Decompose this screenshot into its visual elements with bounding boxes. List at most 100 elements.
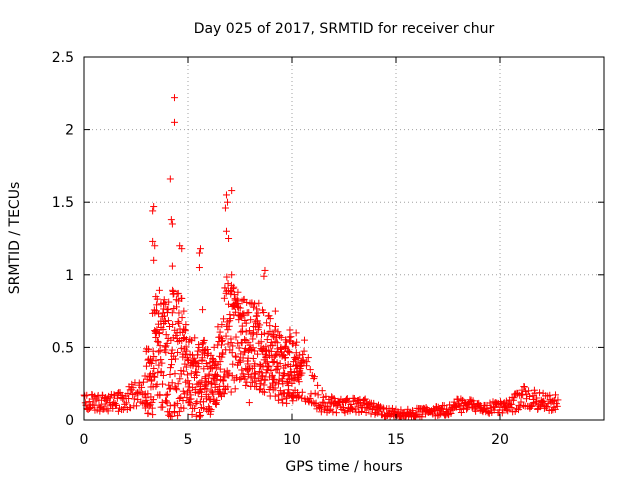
data-point <box>283 399 291 407</box>
data-point <box>543 402 551 410</box>
data-point <box>303 358 311 366</box>
data-point <box>175 297 183 305</box>
data-point <box>254 350 262 358</box>
data-point <box>418 413 426 421</box>
data-point <box>193 368 201 376</box>
data-point <box>220 294 228 302</box>
data-point <box>179 397 187 405</box>
data-point <box>138 383 146 391</box>
data-point <box>216 333 224 341</box>
data-point <box>191 404 199 412</box>
data-point <box>266 322 274 330</box>
data-point <box>101 400 109 408</box>
data-point <box>538 398 546 406</box>
data-point <box>168 309 176 317</box>
data-point <box>242 319 250 327</box>
data-point <box>286 348 294 356</box>
data-point <box>161 317 169 325</box>
data-point <box>294 372 302 380</box>
data-point <box>307 390 315 398</box>
data-point <box>166 402 174 410</box>
data-point <box>152 357 160 365</box>
data-point <box>158 359 166 367</box>
data-point <box>270 375 278 383</box>
data-point <box>306 394 314 402</box>
data-point <box>311 400 319 408</box>
data-point <box>261 388 269 396</box>
data-point <box>531 389 539 397</box>
data-point <box>245 309 253 317</box>
data-point <box>170 409 178 417</box>
data-point <box>167 216 175 224</box>
data-point <box>272 322 280 330</box>
data-point <box>300 347 308 355</box>
data-point <box>503 406 511 414</box>
data-point <box>469 397 477 405</box>
data-point <box>142 362 150 370</box>
data-point <box>314 391 322 399</box>
data-point <box>234 288 242 296</box>
data-point <box>187 401 195 409</box>
data-point <box>96 404 104 412</box>
data-point <box>230 291 238 299</box>
data-point <box>187 369 195 377</box>
data-point <box>230 283 238 291</box>
data-point <box>159 380 167 388</box>
data-point <box>225 300 233 308</box>
data-point <box>218 349 226 357</box>
data-point <box>260 381 268 389</box>
data-point <box>360 397 368 405</box>
data-point <box>192 400 200 408</box>
y-tick-label: 1.5 <box>52 195 74 211</box>
data-point <box>184 377 192 385</box>
data-point <box>228 271 236 279</box>
data-point <box>149 411 157 419</box>
data-point <box>195 264 203 272</box>
data-point <box>263 319 271 327</box>
data-point <box>186 335 194 343</box>
data-point <box>319 398 327 406</box>
data-point <box>293 338 301 346</box>
data-point <box>235 316 243 324</box>
data-point <box>466 397 474 405</box>
data-point <box>150 372 158 380</box>
data-point <box>261 375 269 383</box>
data-point <box>162 331 170 339</box>
data-point <box>221 204 229 212</box>
data-point <box>294 354 302 362</box>
y-axis-label: SRMTID / TECUs <box>7 182 23 295</box>
data-point <box>152 293 160 301</box>
data-point <box>314 381 322 389</box>
data-point <box>196 383 204 391</box>
data-point <box>180 404 188 412</box>
data-point <box>237 374 245 382</box>
data-point <box>169 286 177 294</box>
data-point <box>257 338 265 346</box>
data-point <box>330 394 338 402</box>
y-tick-label: 2 <box>65 123 74 139</box>
data-point <box>260 309 268 317</box>
data-point <box>159 403 167 411</box>
data-point <box>181 326 189 334</box>
y-tick-label: 0.5 <box>52 340 74 356</box>
data-point <box>498 409 506 417</box>
data-point <box>279 399 287 407</box>
data-point <box>163 339 171 347</box>
data-point <box>298 388 306 396</box>
data-point <box>229 285 237 293</box>
data-point <box>299 351 307 359</box>
data-point <box>241 335 249 343</box>
data-point <box>271 392 279 400</box>
data-point <box>127 404 135 412</box>
data-point <box>219 389 227 397</box>
data-point <box>457 409 465 417</box>
data-point <box>224 280 232 288</box>
data-point <box>504 407 512 415</box>
data-point <box>274 328 282 336</box>
y-tick-label: 1 <box>65 268 74 284</box>
data-point <box>196 413 204 421</box>
data-point <box>200 346 208 354</box>
data-point <box>362 409 370 417</box>
data-point <box>229 342 237 350</box>
data-point <box>195 249 203 257</box>
